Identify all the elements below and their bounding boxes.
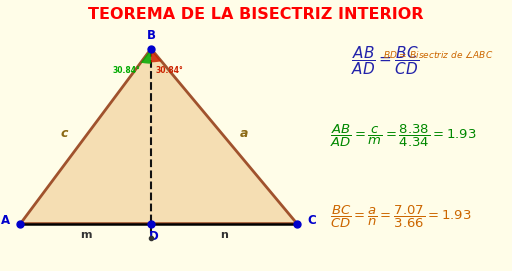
Text: A: A: [1, 214, 10, 227]
Text: $\dfrac{AB}{AD} = \dfrac{BC}{CD}$: $\dfrac{AB}{AD} = \dfrac{BC}{CD}$: [351, 45, 419, 77]
Polygon shape: [20, 49, 297, 224]
Text: a: a: [240, 127, 248, 140]
Text: $\dfrac{AB}{AD} = \dfrac{c}{m} = \dfrac{8.38}{4.34} = 1.93$: $\dfrac{AB}{AD} = \dfrac{c}{m} = \dfrac{…: [330, 122, 477, 149]
Text: D: D: [148, 230, 159, 243]
Text: c: c: [60, 127, 68, 140]
Text: 30.84°: 30.84°: [155, 66, 183, 75]
Text: TEOREMA DE LA BISECTRIZ INTERIOR: TEOREMA DE LA BISECTRIZ INTERIOR: [88, 7, 424, 22]
Text: C: C: [307, 214, 316, 227]
Wedge shape: [151, 49, 161, 62]
Text: $BD$ = Bisectriz de $\angle ABC$: $BD$ = Bisectriz de $\angle ABC$: [382, 49, 493, 60]
Text: n: n: [220, 230, 228, 240]
Text: B: B: [146, 29, 156, 42]
Wedge shape: [141, 49, 151, 64]
Text: $\dfrac{BC}{CD} = \dfrac{a}{n} = \dfrac{7.07}{3.66} = 1.93$: $\dfrac{BC}{CD} = \dfrac{a}{n} = \dfrac{…: [330, 204, 472, 230]
Text: 30.84°: 30.84°: [113, 66, 140, 75]
Text: m: m: [80, 230, 92, 240]
